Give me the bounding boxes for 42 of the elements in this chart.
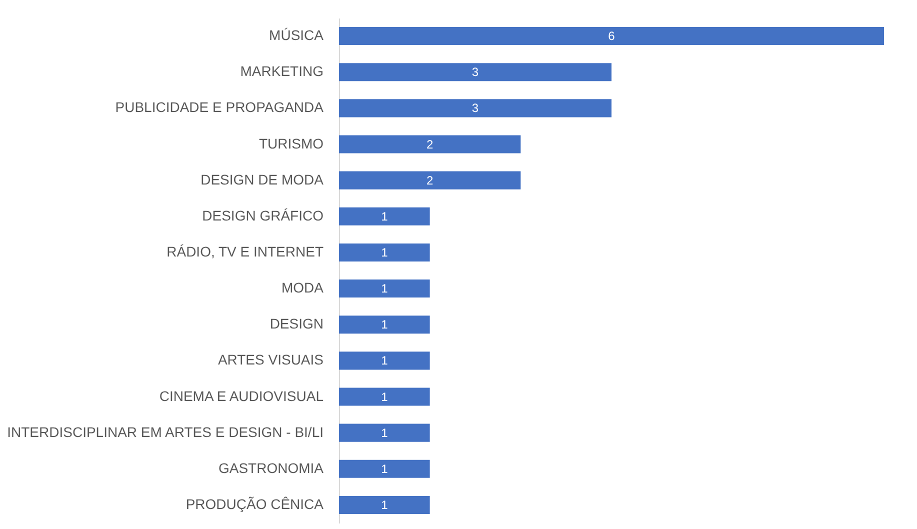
data-label: 1 (381, 426, 388, 440)
bar (339, 424, 430, 442)
y-tick-label: DESIGN (270, 316, 324, 332)
data-label: 2 (426, 137, 434, 152)
y-tick-label: PUBLICIDADE E PROPAGANDA (115, 99, 324, 116)
y-tick-label: MARKETING (240, 63, 324, 80)
data-label: 6 (608, 29, 616, 44)
bar (339, 171, 521, 190)
y-tick-label: DESIGN GRÁFICO (202, 207, 324, 224)
bar (339, 207, 430, 226)
bar (339, 243, 430, 262)
y-tick-label: RÁDIO, TV E INTERNET (166, 243, 324, 260)
bar (339, 496, 430, 514)
data-label: 1 (381, 282, 388, 296)
bar (339, 135, 521, 154)
bar (339, 388, 430, 406)
data-label: 1 (381, 245, 388, 260)
data-label: 2 (426, 173, 434, 188)
y-tick-label: PRODUÇÃO CÊNICA (186, 496, 324, 512)
data-label: 3 (472, 65, 479, 80)
data-label: 1 (381, 318, 388, 332)
bar (339, 460, 430, 478)
y-tick-label: MODA (282, 280, 324, 296)
data-label: 1 (381, 209, 388, 224)
bar (339, 63, 612, 82)
data-label: 3 (472, 101, 479, 116)
y-tick-label: DESIGN DE MODA (200, 171, 324, 188)
data-label: 1 (381, 354, 388, 368)
bar (339, 27, 884, 46)
bar (339, 99, 612, 118)
y-tick-label: MÚSICA (269, 27, 324, 44)
y-tick-label: ARTES VISUAIS (218, 352, 324, 368)
y-tick-label: TURISMO (258, 135, 324, 152)
y-tick-label: CINEMA E AUDIOVISUAL (159, 388, 324, 404)
data-label: 1 (381, 462, 388, 476)
bar (339, 280, 430, 298)
bar (339, 316, 430, 334)
y-tick-label: INTERDISCIPLINAR EM ARTES E DESIGN - BI/LI (7, 424, 324, 440)
data-label: 1 (381, 498, 388, 512)
data-label: 1 (381, 390, 388, 404)
y-tick-label: GASTRONOMIA (218, 460, 324, 476)
bar (339, 352, 430, 370)
